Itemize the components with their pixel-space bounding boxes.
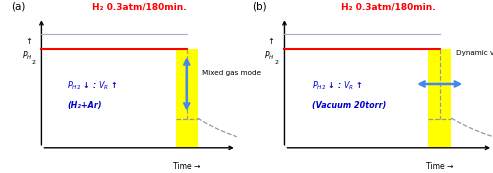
Text: ↑: ↑	[267, 37, 274, 46]
Text: Time →: Time →	[173, 162, 201, 171]
Text: H₂ 0.3atm/180min.: H₂ 0.3atm/180min.	[92, 3, 186, 12]
Text: $P_{H2}$ ↓ : $V_R$ ↑: $P_{H2}$ ↓ : $V_R$ ↑	[68, 79, 118, 92]
Text: Dynamic vacuum mode: Dynamic vacuum mode	[456, 50, 493, 56]
Text: (b): (b)	[252, 2, 267, 12]
Text: Time →: Time →	[426, 162, 454, 171]
Text: (a): (a)	[11, 2, 26, 12]
Text: (Vacuum 20torr): (Vacuum 20torr)	[312, 101, 387, 110]
Text: $P_H$: $P_H$	[264, 49, 275, 62]
Bar	[428, 48, 451, 148]
Text: ↑: ↑	[25, 37, 32, 46]
Bar	[176, 48, 198, 148]
Text: (H₂+Ar): (H₂+Ar)	[68, 101, 102, 110]
Text: $P_{H2}$ ↓ : $V_R$ ↑: $P_{H2}$ ↓ : $V_R$ ↑	[312, 79, 363, 92]
Text: 2: 2	[32, 60, 36, 65]
Text: Mixed gas mode: Mixed gas mode	[202, 70, 261, 76]
Text: H₂ 0.3atm/180min.: H₂ 0.3atm/180min.	[342, 3, 436, 12]
Text: $P_H$: $P_H$	[22, 49, 33, 62]
Text: 2: 2	[274, 60, 279, 65]
